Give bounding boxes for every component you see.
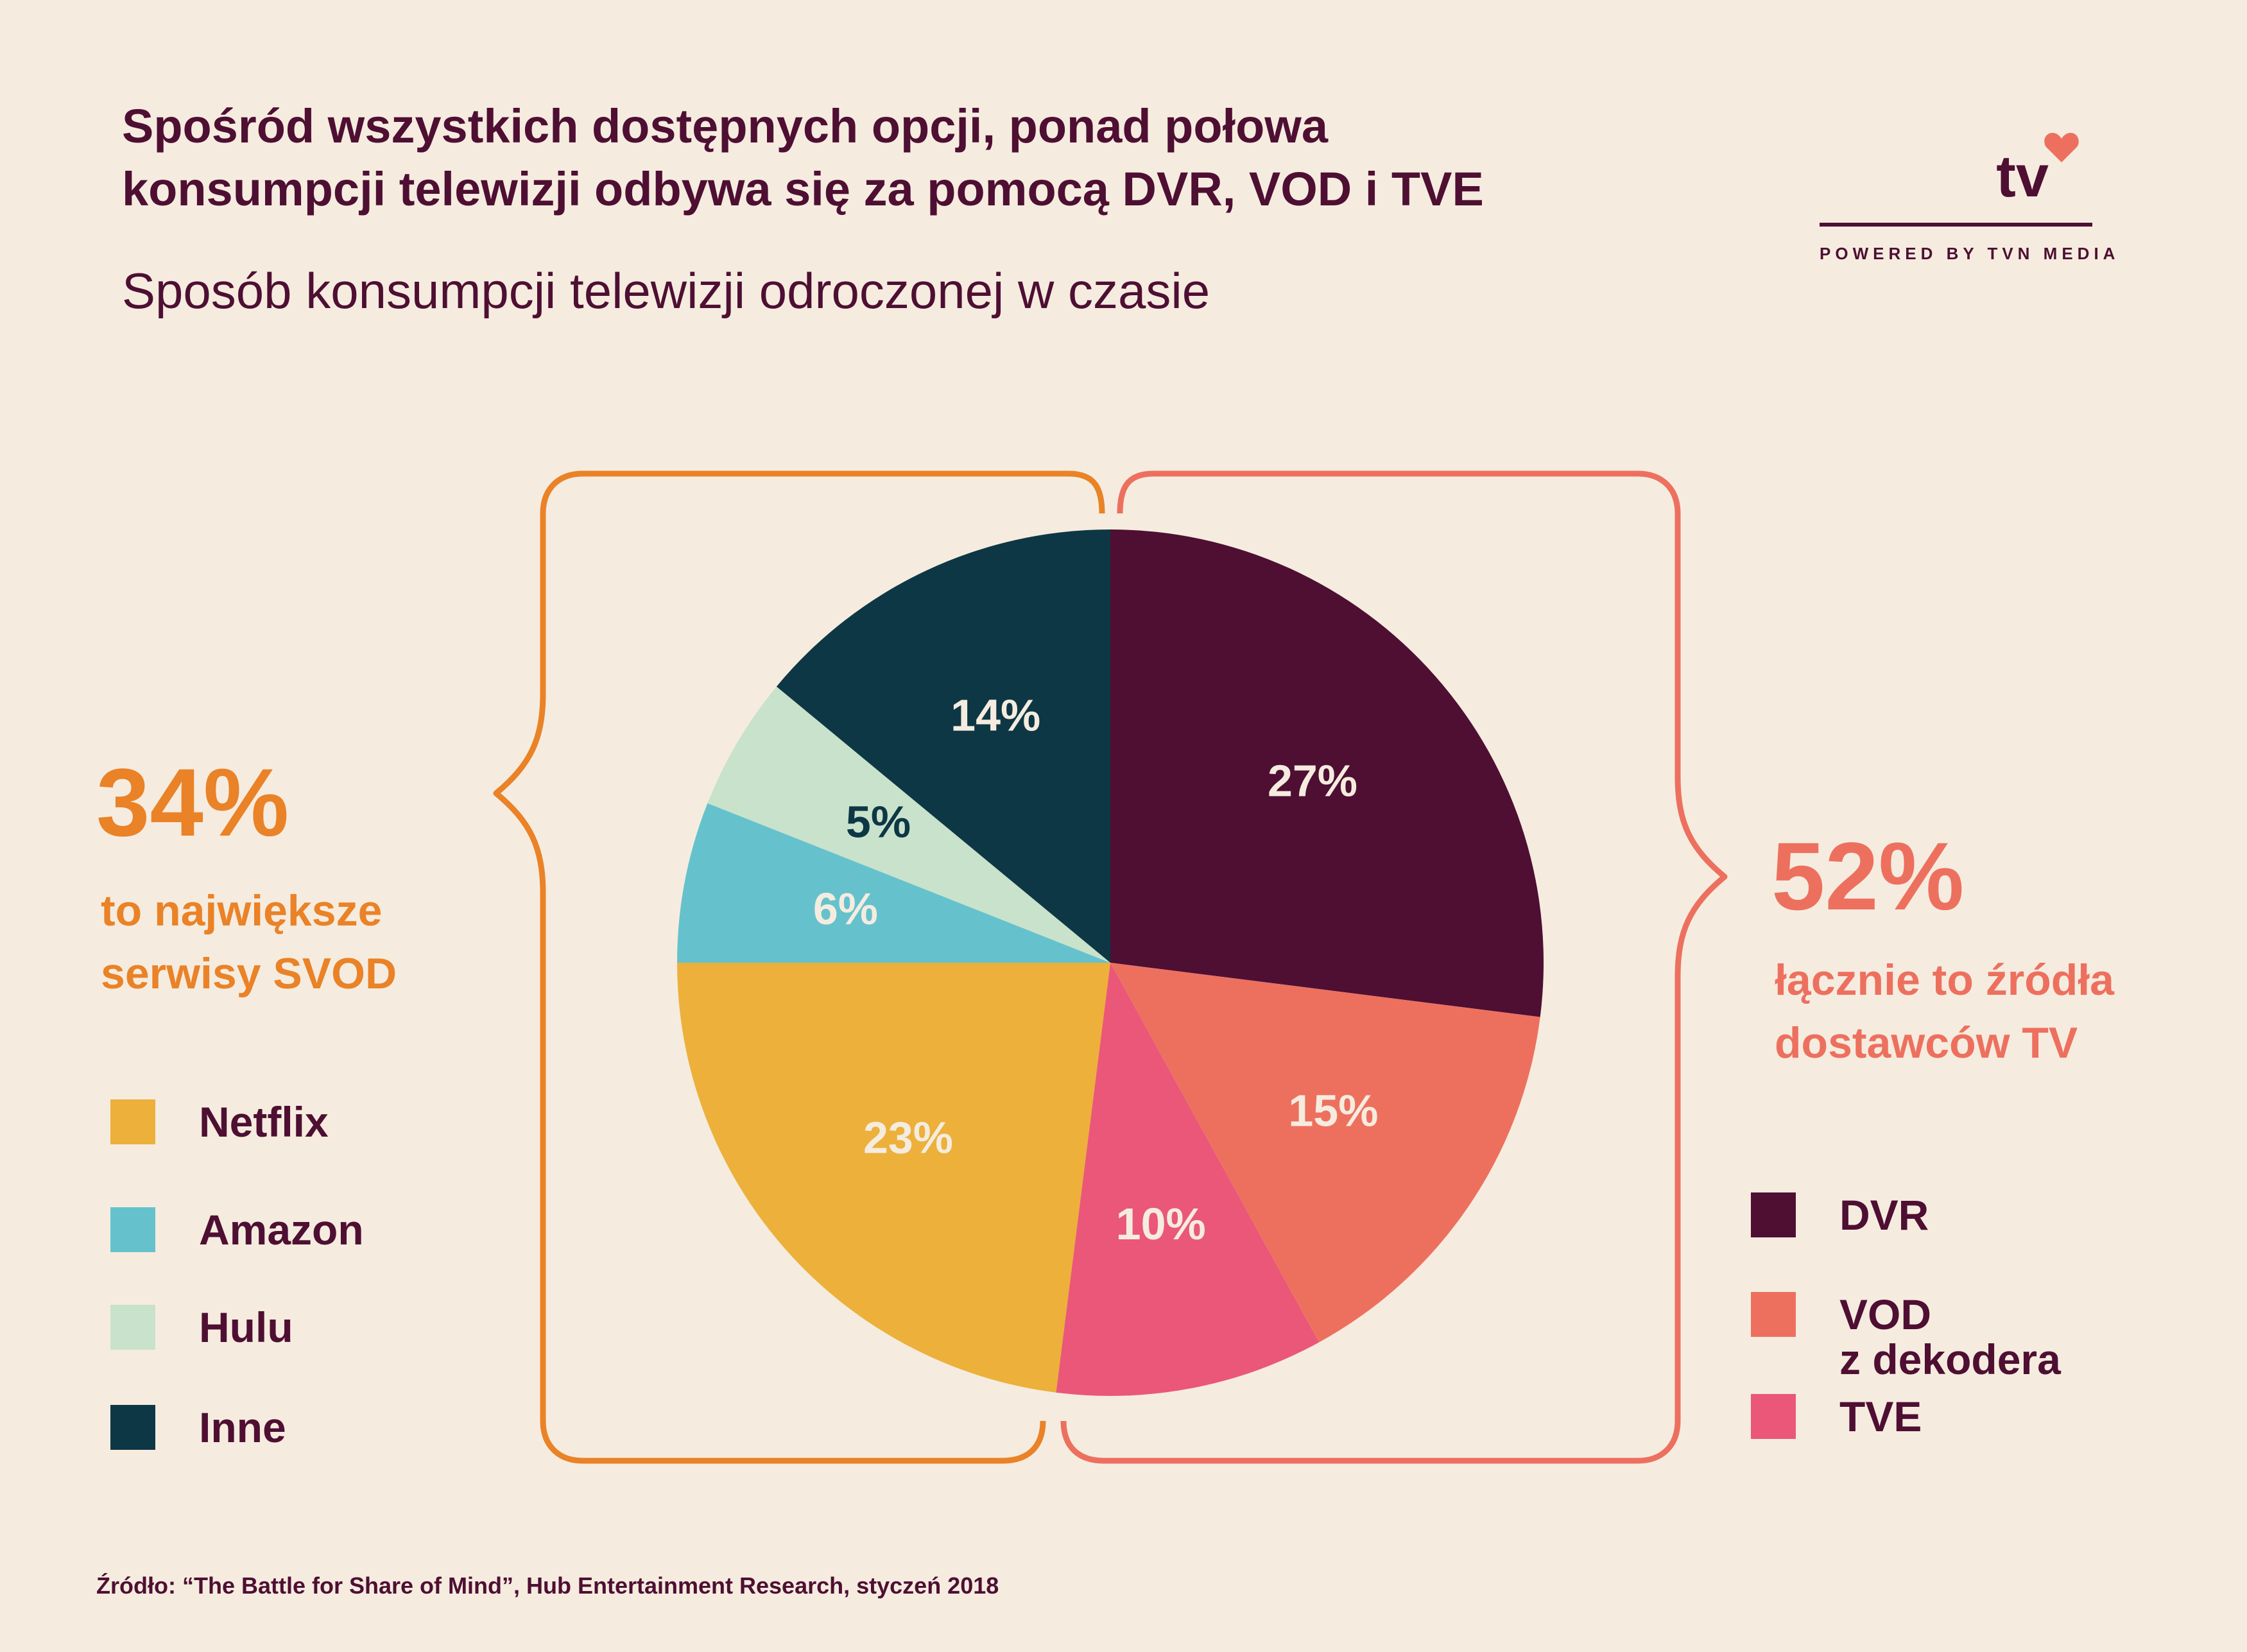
tv-providers-total-value: 52% (1771, 822, 1965, 930)
svod-total-value: 34% (96, 748, 289, 856)
pie-label-hulu: 5% (846, 797, 911, 847)
pie-label-netflix: 23% (863, 1112, 953, 1162)
pie-slice-inne (776, 529, 1110, 963)
legend-label: Netflix (199, 1098, 329, 1146)
pie-slice-tve (1056, 963, 1320, 1397)
heart-icon (2044, 133, 2079, 162)
chart-subtitle: Sposób konsumpcji telewizji odroczonej w… (122, 262, 1210, 319)
legend-label: Inne (199, 1404, 286, 1451)
pie-slices (677, 529, 1544, 1397)
legend-item-hulu: Hulu (110, 1305, 293, 1350)
logo-divider (1820, 223, 2092, 227)
pie-label-amazon: 6% (813, 884, 878, 934)
legend-item-vod: VOD z dekodera (1751, 1292, 2061, 1382)
tv-providers-caption: łącznie to źródła dostawców TV (1775, 949, 2114, 1074)
legend-label: Hulu (199, 1304, 293, 1351)
pie-label-vod-z-dekodera: 15% (1288, 1086, 1378, 1136)
legend-label-line-2: z dekodera (1839, 1336, 2061, 1383)
pie-label-inne: 14% (951, 690, 1040, 740)
pie-label-tve: 10% (1116, 1199, 1206, 1249)
pie-slice-vod-z-dekodera (1110, 963, 1540, 1343)
legend-swatch (110, 1305, 155, 1350)
legend-item-tve: TVE (1751, 1394, 1922, 1439)
logo-brand: tv (1996, 144, 2049, 209)
legend-swatch (110, 1207, 155, 1252)
legend-label: DVR (1839, 1192, 1929, 1237)
legend-label-line-1: TVE (1839, 1393, 1922, 1440)
legend-swatch (1751, 1292, 1796, 1337)
legend-label: Amazon (199, 1206, 364, 1253)
svod-caption: to największe serwisy SVOD (101, 879, 397, 1005)
legend-item-amazon: Amazon (110, 1207, 364, 1252)
source-note: Źródło: “The Battle for Share of Mind”, … (96, 1572, 999, 1599)
pie-slice-netflix (677, 963, 1110, 1393)
chart-title: Spośród wszystkich dostępnych opcji, pon… (122, 95, 1726, 221)
legend-item-netflix: Netflix (110, 1099, 329, 1144)
legend-swatch (1751, 1192, 1796, 1237)
legend-item-dvr: DVR (1751, 1192, 1929, 1237)
legend-label: VOD z dekodera (1839, 1292, 2061, 1382)
legend-item-inne: Inne (110, 1405, 286, 1450)
svod-caption-line-1: to największe (101, 886, 383, 935)
pie-label-dvr: 27% (1268, 756, 1357, 806)
tv-providers-caption-line-2: dostawców TV (1775, 1019, 2078, 1067)
svod-caption-line-2: serwisy SVOD (101, 949, 397, 998)
tv-providers-caption-line-1: łącznie to źródła (1775, 956, 2114, 1004)
title-line-1: Spośród wszystkich dostępnych opcji, pon… (122, 99, 1329, 153)
pie-slice-hulu (707, 686, 1110, 963)
pie-slice-amazon (677, 803, 1110, 963)
legend-label-line-1: VOD (1839, 1291, 1932, 1338)
tv-logo: tv POWERED BY TVN MEDIA (1816, 119, 2120, 266)
legend-swatch (110, 1405, 155, 1450)
right-brace (1060, 470, 1728, 1464)
pie-slice-dvr (1110, 529, 1544, 1017)
title-line-2: konsumpcji telewizji odbywa się za pomoc… (122, 162, 1484, 216)
left-brace (493, 470, 1105, 1464)
legend-label-line-1: DVR (1839, 1191, 1929, 1239)
legend-swatch (1751, 1394, 1796, 1439)
legend-swatch (110, 1099, 155, 1144)
logo-tagline: POWERED BY TVN MEDIA (1820, 244, 2120, 263)
pie-labels: 27% 15% 10% 23% 6% 5% 14% (813, 690, 1379, 1249)
legend-label: TVE (1839, 1394, 1922, 1439)
